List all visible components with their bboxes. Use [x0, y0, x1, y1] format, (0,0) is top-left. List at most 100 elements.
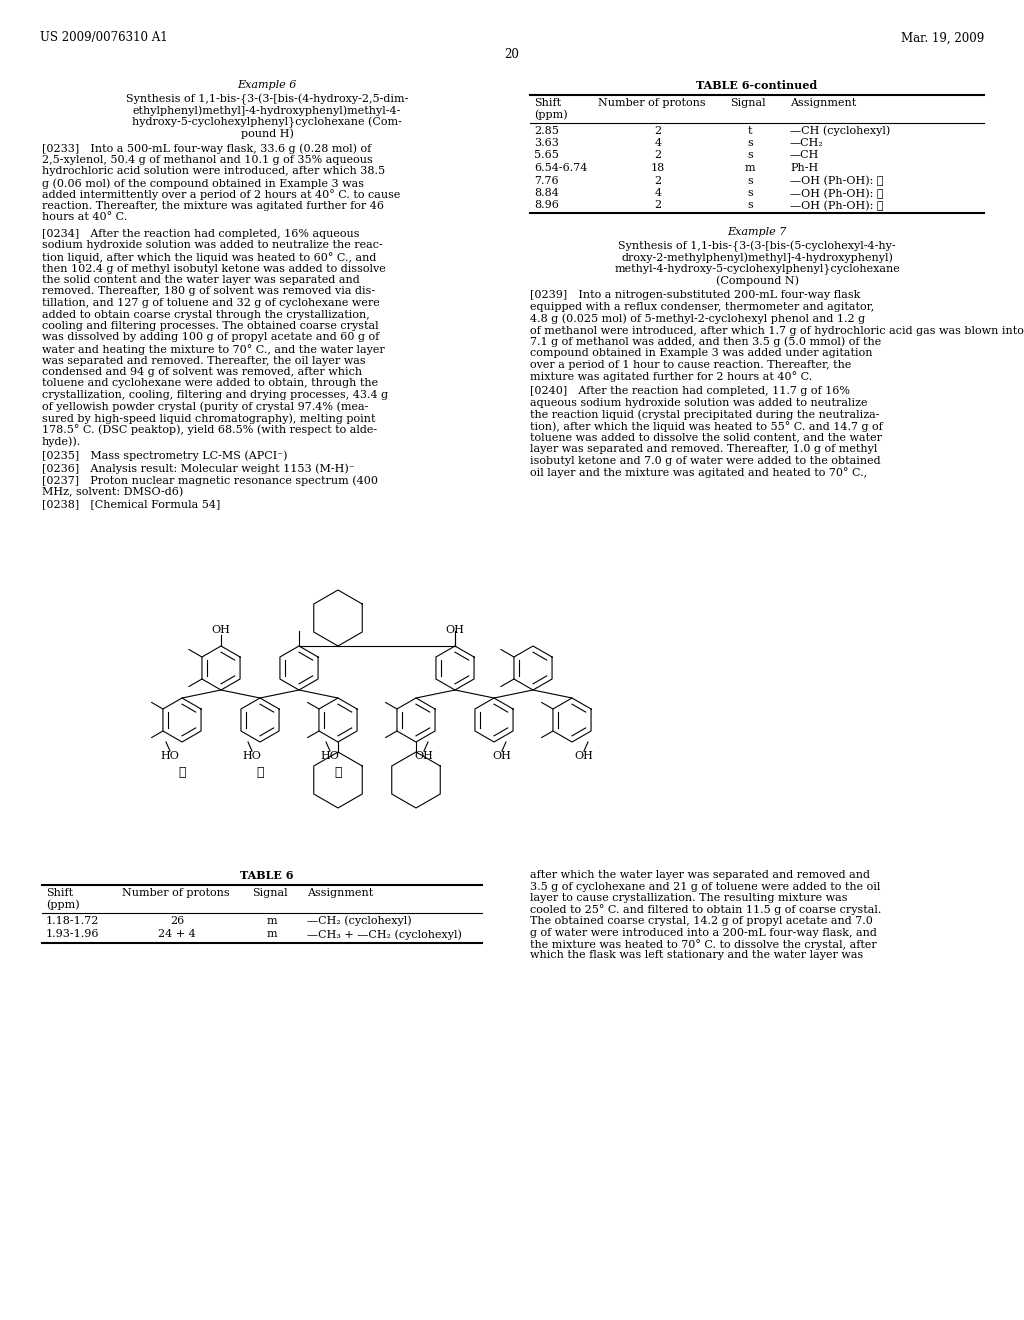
- Text: —OH (Ph-OH): ①: —OH (Ph-OH): ①: [790, 187, 884, 198]
- Text: 2.85: 2.85: [534, 125, 559, 136]
- Text: added intermittently over a period of 2 hours at 40° C. to cause: added intermittently over a period of 2 …: [42, 190, 400, 201]
- Text: pound H): pound H): [241, 128, 294, 139]
- Text: Signal: Signal: [730, 98, 766, 107]
- Text: 26: 26: [170, 916, 184, 925]
- Text: [0233] Into a 500-mL four-way flask, 33.6 g (0.28 mol) of: [0233] Into a 500-mL four-way flask, 33.…: [42, 144, 372, 154]
- Text: Shift: Shift: [46, 887, 73, 898]
- Text: HO: HO: [321, 751, 339, 762]
- Text: of methanol were introduced, after which 1.7 g of hydrochloric acid gas was blow: of methanol were introduced, after which…: [530, 325, 1024, 335]
- Text: isobutyl ketone and 7.0 g of water were added to the obtained: isobutyl ketone and 7.0 g of water were …: [530, 455, 881, 466]
- Text: sured by high-speed liquid chromatography), melting point: sured by high-speed liquid chromatograph…: [42, 413, 376, 424]
- Text: 2: 2: [654, 176, 662, 186]
- Text: ethylphenyl)methyl]-4-hydroxyphenyl)methyl-4-: ethylphenyl)methyl]-4-hydroxyphenyl)meth…: [133, 106, 401, 116]
- Text: s: s: [748, 150, 753, 161]
- Text: OH: OH: [445, 624, 465, 635]
- Text: then 102.4 g of methyl isobutyl ketone was added to dissolve: then 102.4 g of methyl isobutyl ketone w…: [42, 264, 386, 273]
- Text: s: s: [748, 176, 753, 186]
- Text: removed. Thereafter, 180 g of solvent was removed via dis-: removed. Thereafter, 180 g of solvent wa…: [42, 286, 375, 297]
- Text: Number of protons: Number of protons: [598, 98, 706, 107]
- Text: Example 6: Example 6: [238, 81, 297, 90]
- Text: hydrochloric acid solution were introduced, after which 38.5: hydrochloric acid solution were introduc…: [42, 166, 385, 177]
- Text: m: m: [744, 162, 756, 173]
- Text: [0235] Mass spectrometry LC-MS (APCI⁻): [0235] Mass spectrometry LC-MS (APCI⁻): [42, 450, 288, 461]
- Text: —CH (cyclohexyl): —CH (cyclohexyl): [790, 125, 890, 136]
- Text: Assignment: Assignment: [790, 98, 856, 107]
- Text: 4: 4: [654, 139, 662, 148]
- Text: ③: ③: [334, 767, 342, 780]
- Text: [0239] Into a nitrogen-substituted 200-mL four-way flask: [0239] Into a nitrogen-substituted 200-m…: [530, 290, 860, 301]
- Text: HO: HO: [161, 751, 179, 762]
- Text: Assignment: Assignment: [307, 887, 374, 898]
- Text: tion liquid, after which the liquid was heated to 60° C., and: tion liquid, after which the liquid was …: [42, 252, 377, 263]
- Text: 7.76: 7.76: [534, 176, 559, 186]
- Text: layer was separated and removed. Thereafter, 1.0 g of methyl: layer was separated and removed. Thereaf…: [530, 444, 878, 454]
- Text: —CH₂ (cyclohexyl): —CH₂ (cyclohexyl): [307, 916, 412, 927]
- Text: [0236] Analysis result: Molecular weight 1153 (M-H)⁻: [0236] Analysis result: Molecular weight…: [42, 463, 354, 474]
- Text: [0237] Proton nuclear magnetic resonance spectrum (400: [0237] Proton nuclear magnetic resonance…: [42, 475, 378, 486]
- Text: 4: 4: [654, 187, 662, 198]
- Text: 3.5 g of cyclohexane and 21 g of toluene were added to the oil: 3.5 g of cyclohexane and 21 g of toluene…: [530, 882, 881, 891]
- Text: Synthesis of 1,1-bis-{3-(3-[bis-(4-hydroxy-2,5-dim-: Synthesis of 1,1-bis-{3-(3-[bis-(4-hydro…: [126, 94, 409, 104]
- Text: Example 7: Example 7: [727, 227, 786, 238]
- Text: g (0.06 mol) of the compound obtained in Example 3 was: g (0.06 mol) of the compound obtained in…: [42, 178, 364, 189]
- Text: (ppm): (ppm): [46, 899, 80, 909]
- Text: 2: 2: [654, 125, 662, 136]
- Text: 3.63: 3.63: [534, 139, 559, 148]
- Text: equipped with a reflux condenser, thermometer and agitator,: equipped with a reflux condenser, thermo…: [530, 302, 874, 312]
- Text: HO: HO: [243, 751, 261, 762]
- Text: layer to cause crystallization. The resulting mixture was: layer to cause crystallization. The resu…: [530, 894, 848, 903]
- Text: (Compound N): (Compound N): [716, 275, 799, 285]
- Text: Ph-H: Ph-H: [790, 162, 818, 173]
- Text: toluene was added to dissolve the solid content, and the water: toluene was added to dissolve the solid …: [530, 433, 882, 442]
- Text: —CH₂: —CH₂: [790, 139, 823, 148]
- Text: OH: OH: [415, 751, 433, 762]
- Text: —CH₃ + —CH₂ (cyclohexyl): —CH₃ + —CH₂ (cyclohexyl): [307, 929, 462, 940]
- Text: the mixture was heated to 70° C. to dissolve the crystal, after: the mixture was heated to 70° C. to diss…: [530, 939, 877, 950]
- Text: US 2009/0076310 A1: US 2009/0076310 A1: [40, 32, 168, 45]
- Text: which the flask was left stationary and the water layer was: which the flask was left stationary and …: [530, 950, 863, 961]
- Text: oil layer and the mixture was agitated and heated to 70° C.,: oil layer and the mixture was agitated a…: [530, 467, 867, 478]
- Text: ①: ①: [178, 767, 185, 780]
- Text: 2: 2: [654, 150, 662, 161]
- Text: 18: 18: [651, 162, 666, 173]
- Text: Synthesis of 1,1-bis-{3-(3-[bis-(5-cyclohexyl-4-hy-: Synthesis of 1,1-bis-{3-(3-[bis-(5-cyclo…: [618, 240, 896, 252]
- Text: —OH (Ph-OH): ③: —OH (Ph-OH): ③: [790, 176, 884, 186]
- Text: —CH: —CH: [790, 150, 819, 161]
- Text: methyl-4-hydroxy-5-cyclohexylphenyl}cyclohexane: methyl-4-hydroxy-5-cyclohexylphenyl}cycl…: [614, 264, 900, 275]
- Text: 8.96: 8.96: [534, 201, 559, 210]
- Text: t: t: [748, 125, 753, 136]
- Text: condensed and 94 g of solvent was removed, after which: condensed and 94 g of solvent was remove…: [42, 367, 362, 378]
- Text: cooled to 25° C. and filtered to obtain 11.5 g of coarse crystal.: cooled to 25° C. and filtered to obtain …: [530, 904, 882, 915]
- Text: after which the water layer was separated and removed and: after which the water layer was separate…: [530, 870, 870, 880]
- Text: [0238] [Chemical Formula 54]: [0238] [Chemical Formula 54]: [42, 499, 220, 510]
- Text: was separated and removed. Thereafter, the oil layer was: was separated and removed. Thereafter, t…: [42, 355, 366, 366]
- Text: 4.8 g (0.025 mol) of 5-methyl-2-cyclohexyl phenol and 1.2 g: 4.8 g (0.025 mol) of 5-methyl-2-cyclohex…: [530, 314, 865, 325]
- Text: hydroxy-5-cyclohexylphenyl}cyclohexane (Com-: hydroxy-5-cyclohexylphenyl}cyclohexane (…: [132, 116, 402, 128]
- Text: crystallization, cooling, filtering and drying processes, 43.4 g: crystallization, cooling, filtering and …: [42, 389, 388, 400]
- Text: Number of protons: Number of protons: [122, 887, 229, 898]
- Text: MHz, solvent: DMSO-d6): MHz, solvent: DMSO-d6): [42, 487, 183, 498]
- Text: (ppm): (ppm): [534, 110, 567, 120]
- Text: 1.18-1.72: 1.18-1.72: [46, 916, 99, 925]
- Text: [0240] After the reaction had completed, 11.7 g of 16%: [0240] After the reaction had completed,…: [530, 387, 850, 396]
- Text: 1.93-1.96: 1.93-1.96: [46, 929, 99, 939]
- Text: hyde)).: hyde)).: [42, 436, 81, 446]
- Text: toluene and cyclohexane were added to obtain, through the: toluene and cyclohexane were added to ob…: [42, 379, 378, 388]
- Text: s: s: [748, 201, 753, 210]
- Text: compound obtained in Example 3 was added under agitation: compound obtained in Example 3 was added…: [530, 348, 872, 358]
- Text: cooling and filtering processes. The obtained coarse crystal: cooling and filtering processes. The obt…: [42, 321, 379, 331]
- Text: droxy-2-methylphenyl)methyl]-4-hydroxyphenyl): droxy-2-methylphenyl)methyl]-4-hydroxyph…: [622, 252, 893, 263]
- Text: added to obtain coarse crystal through the crystallization,: added to obtain coarse crystal through t…: [42, 309, 370, 319]
- Text: 5.65: 5.65: [534, 150, 559, 161]
- Text: m: m: [266, 916, 278, 925]
- Text: Shift: Shift: [534, 98, 561, 107]
- Text: 2,5-xylenol, 50.4 g of methanol and 10.1 g of 35% aqueous: 2,5-xylenol, 50.4 g of methanol and 10.1…: [42, 154, 373, 165]
- Text: aqueous sodium hydroxide solution was added to neutralize: aqueous sodium hydroxide solution was ad…: [530, 399, 867, 408]
- Text: 178.5° C. (DSC peaktop), yield 68.5% (with respect to alde-: 178.5° C. (DSC peaktop), yield 68.5% (wi…: [42, 425, 377, 436]
- Text: —OH (Ph-OH): ②: —OH (Ph-OH): ②: [790, 201, 884, 211]
- Text: ②: ②: [256, 767, 264, 780]
- Text: tion), after which the liquid was heated to 55° C. and 14.7 g of: tion), after which the liquid was heated…: [530, 421, 883, 432]
- Text: The obtained coarse crystal, 14.2 g of propyl acetate and 7.0: The obtained coarse crystal, 14.2 g of p…: [530, 916, 872, 927]
- Text: m: m: [266, 929, 278, 939]
- Text: g of water were introduced into a 200-mL four-way flask, and: g of water were introduced into a 200-mL…: [530, 928, 877, 937]
